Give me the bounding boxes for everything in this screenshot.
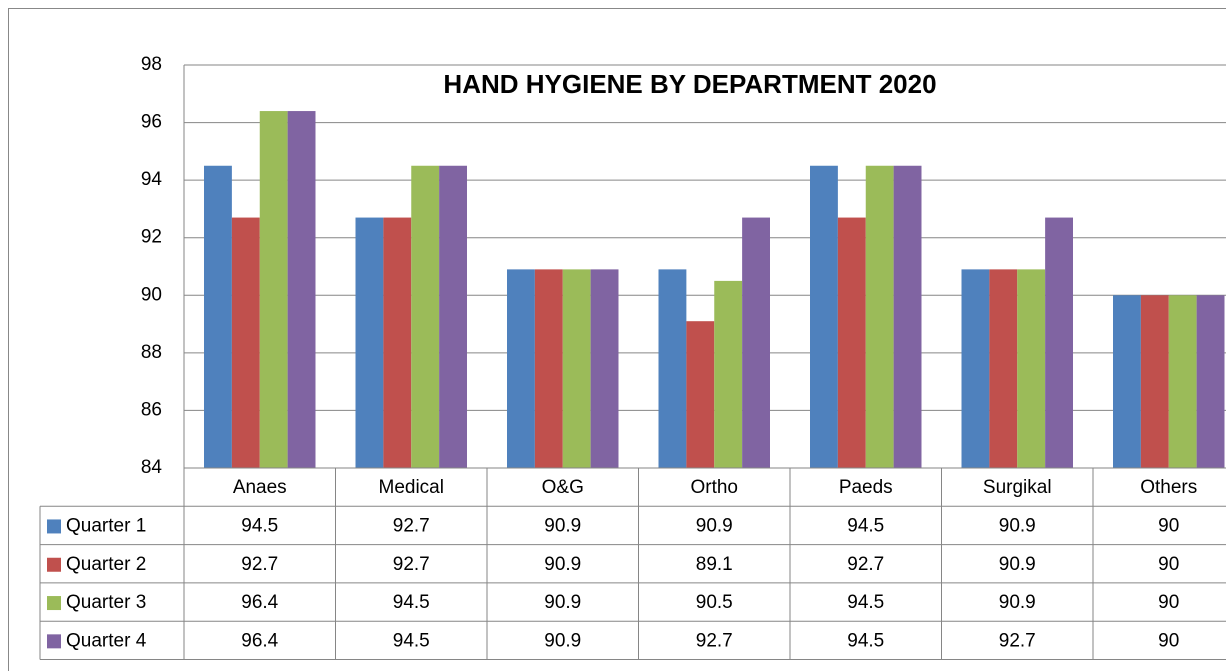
table-value: 89.1 <box>696 554 733 575</box>
x-tick-label: Medical <box>379 477 444 498</box>
legend-swatch <box>47 557 61 572</box>
y-tick-label: 98 <box>141 54 162 75</box>
legend-label: Quarter 4 <box>66 630 147 651</box>
table-value: 94.5 <box>847 515 884 536</box>
y-tick-label: 88 <box>141 342 162 363</box>
bar <box>742 217 770 468</box>
bar <box>1113 295 1141 468</box>
bar <box>686 321 715 468</box>
bar <box>714 280 743 468</box>
y-tick-label: 90 <box>141 284 162 305</box>
bar <box>562 269 591 468</box>
bar <box>1168 295 1197 468</box>
bar <box>507 269 535 468</box>
bar <box>259 111 288 469</box>
bar <box>231 217 260 468</box>
table-value: 90 <box>1158 592 1179 613</box>
y-tick-label: 92 <box>141 227 162 248</box>
bar <box>534 269 563 468</box>
bar <box>1140 295 1169 468</box>
bar <box>810 165 838 468</box>
bar <box>1017 269 1046 468</box>
y-tick-label: 94 <box>141 169 163 190</box>
table-value: 94.5 <box>847 630 884 651</box>
table-value: 90.9 <box>999 592 1036 613</box>
x-tick-label: Anaes <box>233 477 287 498</box>
table-value: 94.5 <box>393 630 430 651</box>
table-value: 90 <box>1158 515 1179 536</box>
x-tick-label: Ortho <box>690 477 738 498</box>
bar <box>837 217 866 468</box>
table-value: 92.7 <box>241 554 278 575</box>
table-value: 94.5 <box>241 515 278 536</box>
bar <box>893 165 922 468</box>
legend-swatch <box>47 519 61 534</box>
legend-swatch <box>47 596 61 611</box>
table-value: 92.7 <box>393 515 430 536</box>
x-tick-label: Surgikal <box>983 477 1052 498</box>
bar <box>411 165 440 468</box>
table-value: 90.9 <box>696 515 733 536</box>
bar <box>1045 217 1073 468</box>
table-value: 90 <box>1158 554 1179 575</box>
table-value: 92.7 <box>847 554 884 575</box>
bar <box>287 111 316 469</box>
table-value: 90.9 <box>544 630 581 651</box>
table-value: 90.9 <box>544 554 581 575</box>
x-tick-label: Others <box>1140 477 1197 498</box>
bar <box>204 165 232 468</box>
bar <box>865 165 894 468</box>
y-tick-label: 84 <box>141 457 163 478</box>
bar <box>961 269 990 468</box>
table-value: 90 <box>1158 630 1179 651</box>
table-value: 90.9 <box>544 515 581 536</box>
table-value: 92.7 <box>999 630 1036 651</box>
bar <box>590 269 619 468</box>
y-tick-label: 86 <box>141 399 162 420</box>
table-value: 96.4 <box>241 630 278 651</box>
table-value: 90.9 <box>999 515 1036 536</box>
table-value: 96.4 <box>241 592 278 613</box>
legend-label: Quarter 3 <box>66 592 146 613</box>
legend-label: Quarter 1 <box>66 515 146 536</box>
table-value: 94.5 <box>393 592 430 613</box>
bar <box>383 217 412 468</box>
bar <box>1196 295 1225 468</box>
bar <box>658 269 687 468</box>
legend-swatch <box>47 634 61 649</box>
table-value: 90.9 <box>999 554 1036 575</box>
table-value: 92.7 <box>393 554 430 575</box>
table-value: 90.5 <box>696 592 733 613</box>
chart-title: HAND HYGIENE BY DEPARTMENT 2020 <box>443 69 936 99</box>
table-value: 90.9 <box>544 592 581 613</box>
x-tick-label: Paeds <box>839 477 893 498</box>
legend-label: Quarter 2 <box>66 554 146 575</box>
table-value: 94.5 <box>847 592 884 613</box>
bar <box>439 165 467 468</box>
bar <box>355 217 384 468</box>
bar <box>989 269 1018 468</box>
y-tick-label: 96 <box>141 112 162 133</box>
x-tick-label: O&G <box>542 477 584 498</box>
table-value: 92.7 <box>696 630 733 651</box>
